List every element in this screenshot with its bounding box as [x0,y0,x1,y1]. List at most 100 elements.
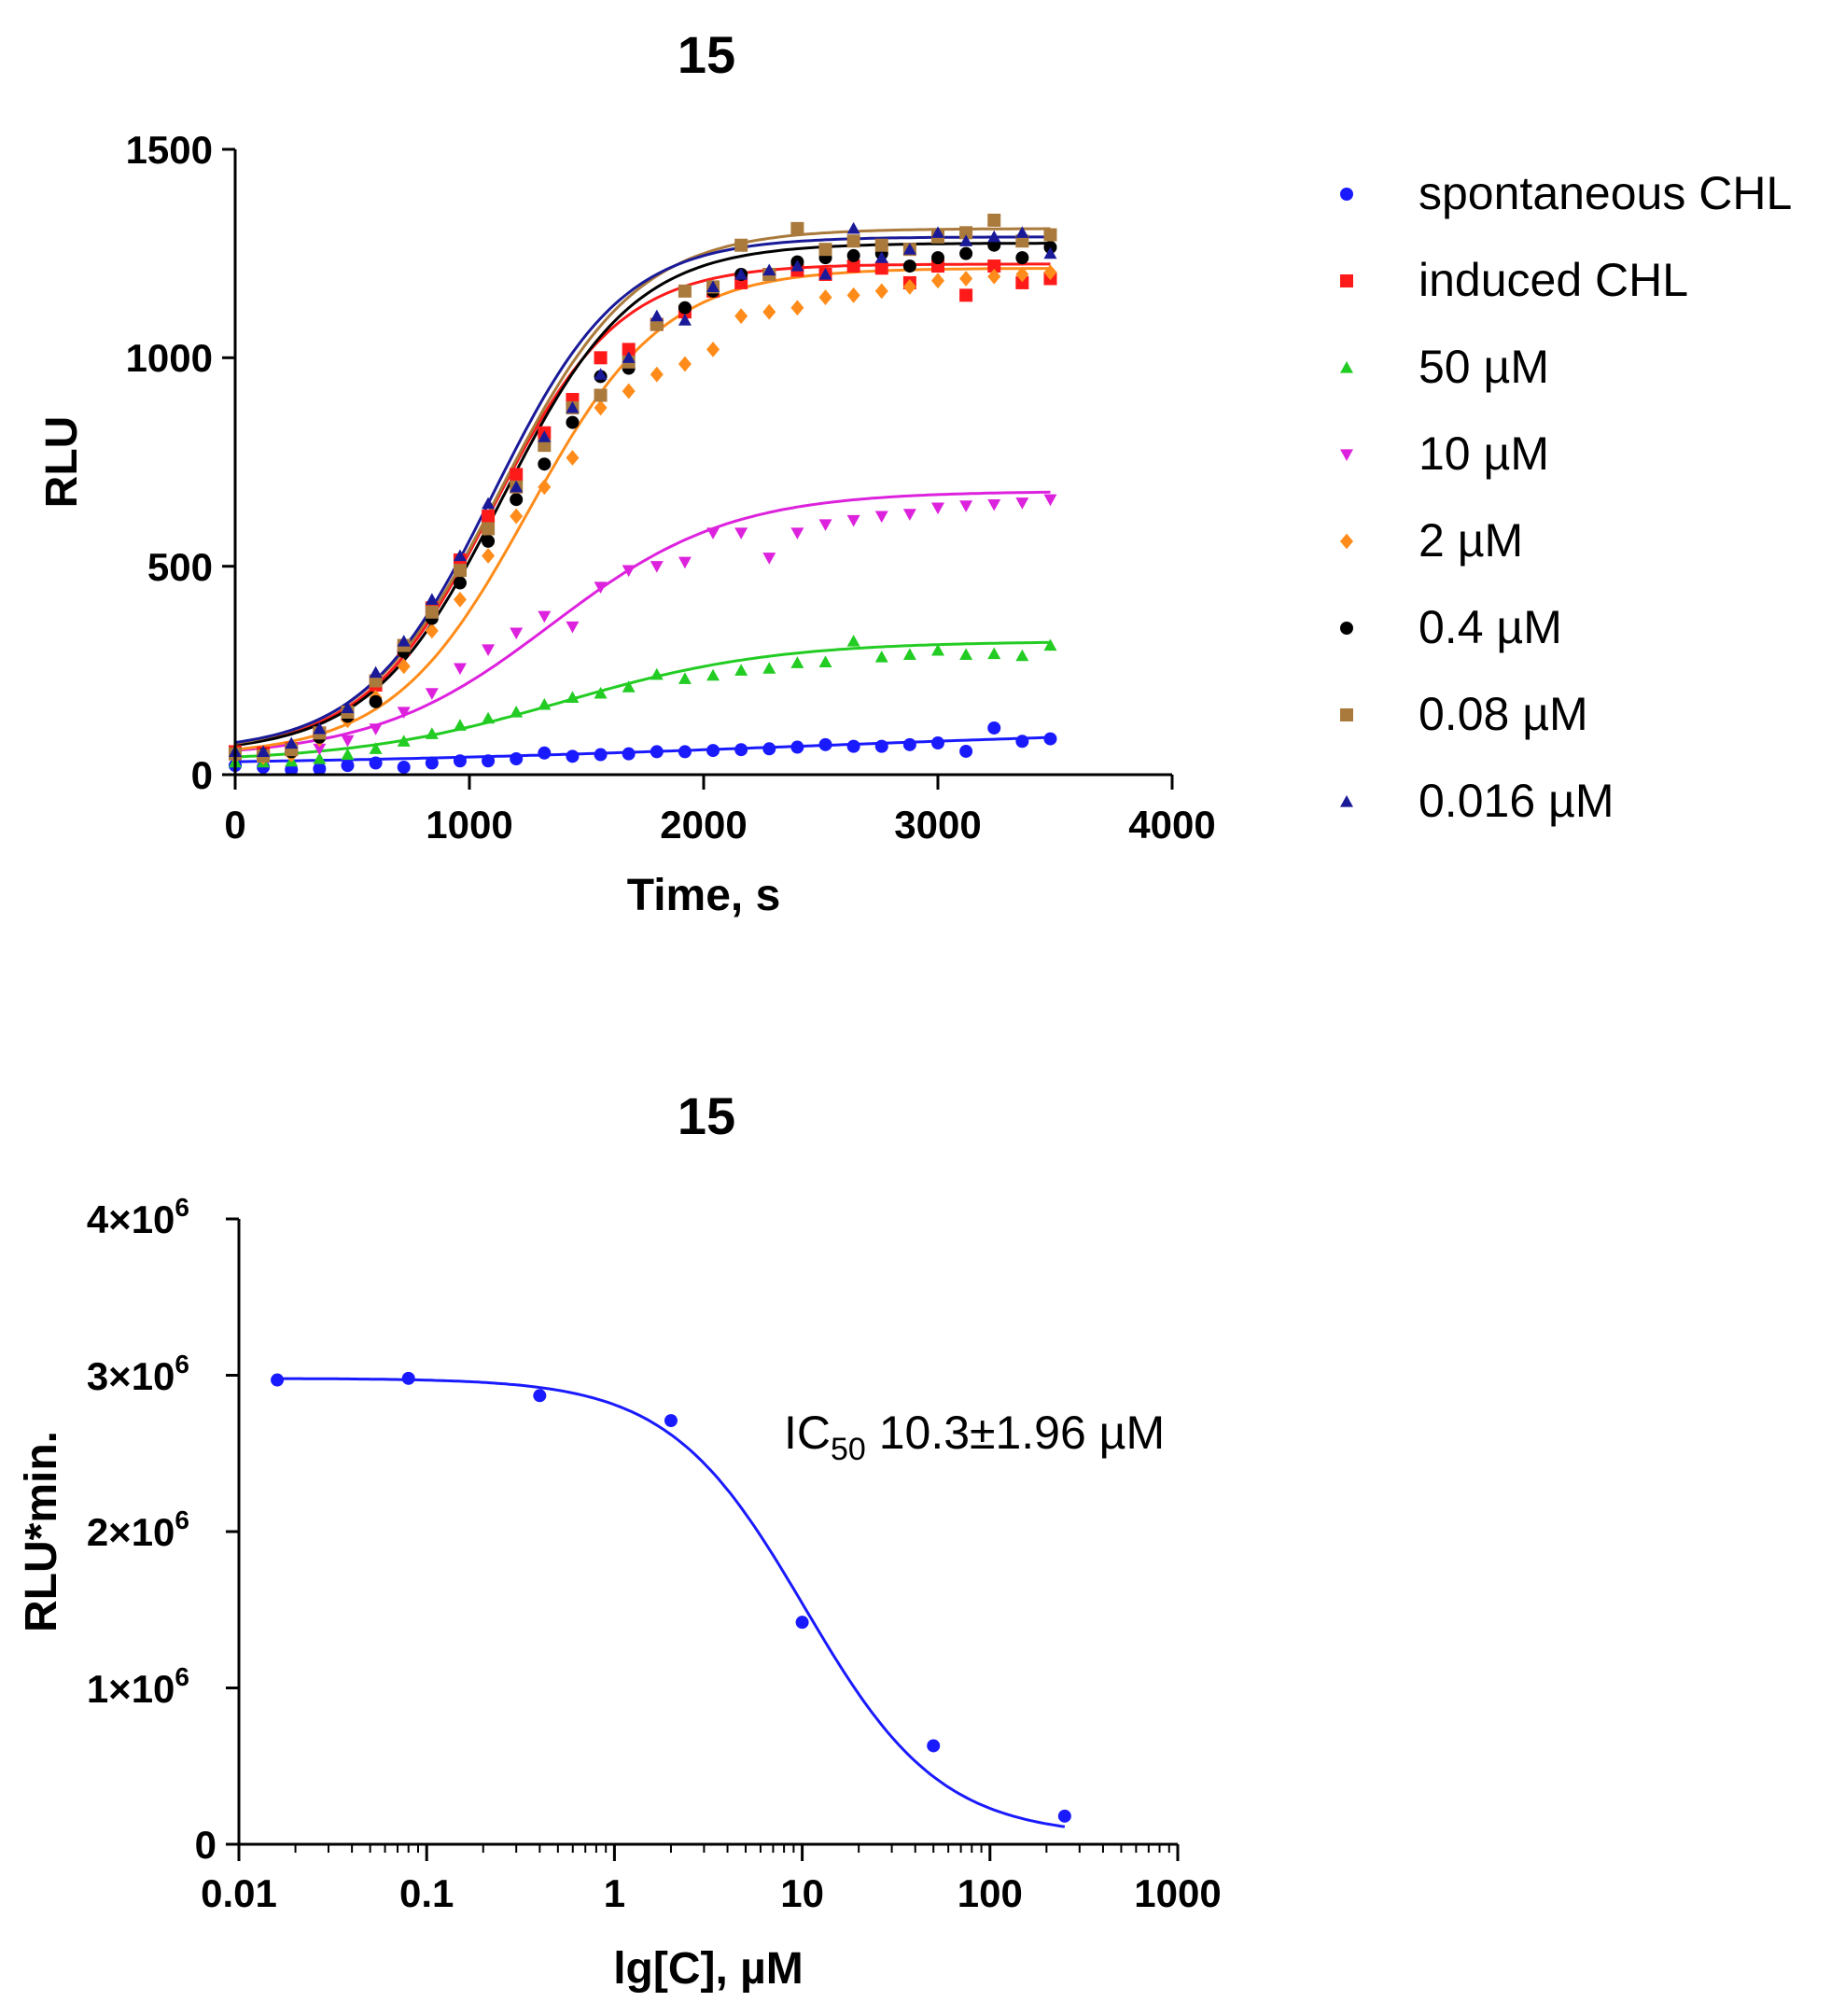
data-point [959,500,973,512]
data-point [874,238,888,252]
legend-marker [1340,361,1353,373]
legend-marker [1340,533,1353,550]
data-point [594,686,608,699]
data-point [874,261,888,275]
y-tick-label: 0 [195,1823,217,1867]
legend-marker [1340,622,1353,635]
legend-item: 0.016 µM [1340,775,1614,827]
dose-response-title: 15 [678,1086,735,1145]
data-point [664,1414,678,1428]
data-point [538,746,552,760]
fit-line [234,640,1051,759]
data-point [453,576,467,590]
legend-item: 50 µM [1340,341,1549,393]
kinetics-fit-lines [234,227,1051,763]
data-point [818,655,832,667]
data-point [678,356,692,372]
data-point [397,735,411,747]
data-point [453,663,467,676]
data-point [846,635,860,647]
data-point [959,648,973,660]
legend-symbol [1340,708,1353,721]
y-tick-label: 4×106 [87,1193,189,1241]
data-point [706,527,720,539]
data-point [734,238,748,252]
data-point [1015,266,1029,283]
fit-line [234,262,1051,746]
data-point [510,468,524,482]
data-point [313,743,327,756]
data-point [482,534,496,548]
data-point [453,719,467,731]
kinetics-y-ticks: 0 500 1000 1500 [126,128,235,797]
legend-item: induced CHL [1340,254,1688,306]
data-point [790,656,804,668]
legend-marker [1340,449,1353,461]
data-point [706,668,720,681]
data-point [762,553,776,565]
y-tick-label: 500 [147,545,213,589]
legend: spontaneous CHL induced CHL 50 µM 10 µM … [1340,167,1792,827]
data-point [369,756,383,770]
data-point [959,288,973,302]
data-point [622,383,636,399]
legend-symbol [1340,795,1353,807]
legend-symbol [1340,449,1353,461]
data-point [987,213,1001,227]
data-point [650,561,664,573]
data-point [734,743,748,757]
legend-marker [1340,708,1353,721]
data-point [566,621,580,634]
data-point [425,623,439,639]
data-point [482,644,496,656]
data-point [622,747,636,761]
ic50-annotation: IC50 10.3±1.96 µM [784,1407,1165,1467]
data-point [482,522,496,536]
data-point [369,665,383,679]
data-point [1043,228,1057,242]
data-point [482,510,496,524]
data-point [678,672,692,684]
fit-line [234,490,1051,752]
fit-line [234,235,1051,744]
data-point [790,527,804,539]
data-point [482,548,496,564]
data-point [566,691,580,703]
data-point [678,314,692,326]
data-point [790,300,804,316]
data-point [874,283,888,300]
data-point [341,701,355,714]
data-point [927,1739,941,1753]
data-point [987,721,1001,735]
data-point [846,248,860,262]
kinetics-y-axis-label: RLU [37,416,87,509]
data-point [425,756,439,770]
data-point [931,736,944,750]
data-point [1015,735,1029,749]
data-point [931,273,944,289]
data-point [987,268,1001,285]
data-point [453,592,467,608]
data-point [650,366,664,383]
data-point [987,647,1001,660]
data-point [425,688,439,700]
data-point [594,399,608,416]
legend-label: 10 µM [1419,427,1549,480]
data-point [846,287,860,303]
data-point [762,303,776,320]
data-point [271,1373,285,1387]
data-point [538,430,552,442]
data-point [959,246,973,260]
data-point [397,760,411,774]
y-tick-label: 3×106 [87,1350,189,1398]
data-point [533,1389,547,1403]
data-point [762,742,776,756]
data-point [510,706,524,718]
legend-marker [1340,274,1353,287]
data-point [369,723,383,735]
x-tick-label: 1 [604,1871,625,1915]
legend-item: 10 µM [1340,427,1549,480]
legend-label: 0.4 µM [1419,601,1562,653]
data-point [1015,649,1029,662]
